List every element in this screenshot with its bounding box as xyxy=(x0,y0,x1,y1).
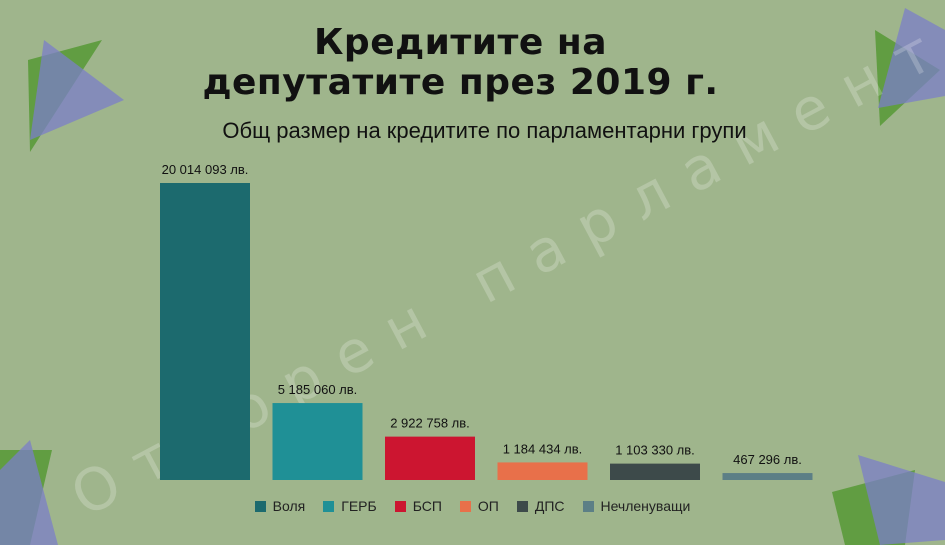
legend-item-2: ГЕРБ xyxy=(323,498,377,514)
legend-item-3: БСП xyxy=(394,498,442,514)
legend-swatch-4 xyxy=(459,500,471,512)
legend-label-6: Нечленуващи xyxy=(600,498,691,514)
bar-value-label-2: 5 185 060 лв. xyxy=(278,382,358,397)
bar-1 xyxy=(160,183,250,480)
legend-label-3: БСП xyxy=(412,498,442,514)
chart-title-line-2: депутатите през 2019 г. xyxy=(202,62,719,103)
bar-4 xyxy=(497,462,588,480)
legend-swatch-6 xyxy=(582,500,594,512)
bar-value-label-3: 2 922 758 лв. xyxy=(390,416,470,431)
legend-item-5: ДПС xyxy=(516,498,565,514)
legend-label-4: ОП xyxy=(477,498,499,514)
legend-label-5: ДПС xyxy=(534,498,565,514)
legend-swatch-3 xyxy=(394,500,406,512)
bar-5 xyxy=(610,463,700,480)
bar-value-label-1: 20 014 093 лв. xyxy=(162,162,249,177)
legend-label-2: ГЕРБ xyxy=(341,498,377,514)
triangle-top-right-blue xyxy=(878,8,945,108)
legend-item-4: ОП xyxy=(459,498,499,514)
chart-title-line-1: Кредитите на xyxy=(314,22,607,63)
bar-value-label-6: 467 296 лв. xyxy=(733,452,802,467)
chart-legend: Воля ГЕРБ БСП ОП ДПС Нечленуващи xyxy=(0,498,945,514)
chart-subtitle: Общ размер на кредитите по парламентарни… xyxy=(222,118,747,143)
bar-value-label-5: 1 103 330 лв. xyxy=(615,443,695,458)
triangle-bottom-right-blue xyxy=(858,455,945,545)
legend-swatch-2 xyxy=(323,500,335,512)
bar-2 xyxy=(272,403,363,480)
bar-value-label-4: 1 184 434 лв. xyxy=(503,441,583,456)
legend-swatch-1 xyxy=(254,500,266,512)
triangle-bottom-left-blue xyxy=(0,440,58,545)
legend-item-6: Нечленуващи xyxy=(582,498,691,514)
triangle-top-left-blue xyxy=(30,40,124,140)
legend-swatch-5 xyxy=(516,500,528,512)
bar-3 xyxy=(385,436,475,480)
legend-item-1: Воля xyxy=(254,498,306,514)
bar-6 xyxy=(722,473,813,480)
legend-label-1: Воля xyxy=(272,498,306,514)
